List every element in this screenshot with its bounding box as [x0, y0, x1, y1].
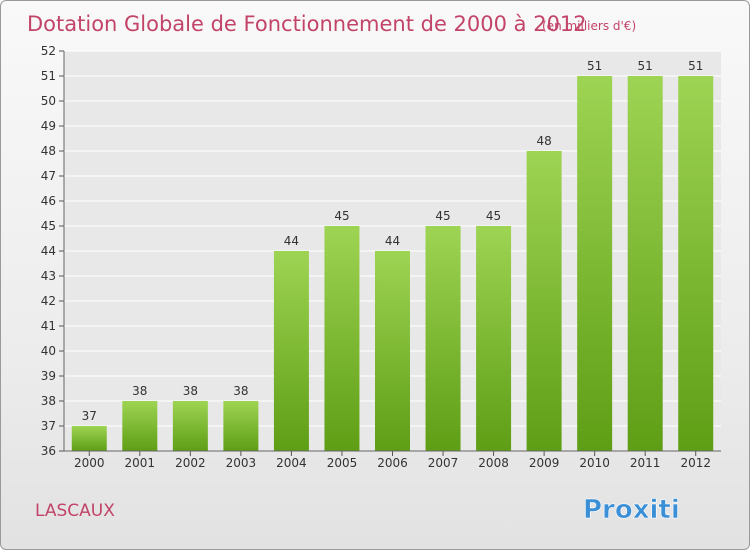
bar-2006: [375, 251, 410, 451]
bars: 37 38 38 38 44 45 44 45 45 48 51 51 51: [71, 59, 714, 451]
x-tick-label-2012: 2012: [680, 456, 711, 470]
y-tick-label: 49: [41, 119, 56, 133]
y-tick-label: 40: [41, 344, 56, 358]
y-tick-label: 48: [41, 144, 56, 158]
x-axis: 2000 2001 2002 2003 2004 2005 2006 2007 2008 2009…: [64, 450, 721, 470]
value-label-2011: 51: [638, 59, 653, 73]
logo-text: Proxiti: [583, 495, 680, 525]
x-tick-label-2000: 2000: [74, 456, 105, 470]
y-tick-label: 38: [41, 394, 56, 408]
value-label-2010: 51: [587, 59, 602, 73]
x-tick-label-2006: 2006: [377, 456, 408, 470]
x-tick-label-2003: 2003: [226, 456, 257, 470]
x-tick-label-2011: 2011: [630, 456, 661, 470]
value-label-2008: 45: [486, 209, 501, 223]
value-label-2006: 44: [385, 234, 400, 248]
unit-note: (en milliers d'€): [542, 19, 636, 33]
value-label-2001: 38: [132, 384, 147, 398]
bar-2009: [526, 151, 562, 451]
y-axis: 36 37 38 39 40 41 42 43 44 45 46 47 48 49 50 51 52: [41, 44, 65, 458]
y-tick-label: 46: [41, 194, 56, 208]
bar-2005: [324, 226, 360, 451]
bar-2001: [122, 401, 158, 451]
x-tick-label-2002: 2002: [175, 456, 206, 470]
y-tick-label: 45: [41, 219, 56, 233]
bar-2011: [627, 76, 663, 451]
x-tick-label-2009: 2009: [529, 456, 560, 470]
y-tick-label: 50: [41, 94, 56, 108]
y-tick-label: 36: [41, 444, 56, 458]
x-tick-label-2007: 2007: [428, 456, 459, 470]
bar-2000: [71, 426, 107, 451]
y-tick-label: 42: [41, 294, 56, 308]
y-tick-label: 44: [41, 244, 56, 258]
value-label-2012: 51: [688, 59, 703, 73]
x-tick-label-2010: 2010: [579, 456, 610, 470]
x-tick-label-2008: 2008: [478, 456, 509, 470]
y-tick-label: 41: [41, 319, 56, 333]
bar-2003: [223, 401, 259, 451]
x-tick-label-2004: 2004: [276, 456, 307, 470]
bar-2004: [273, 251, 309, 451]
value-label-2009: 48: [536, 134, 551, 148]
proxiti-logo[interactable]: Proxiti: [583, 495, 680, 526]
value-label-2007: 45: [435, 209, 450, 223]
bar-2012: [678, 76, 714, 451]
y-tick-label: 39: [41, 369, 56, 383]
bar-2008: [476, 226, 512, 451]
y-tick-label: 52: [41, 44, 56, 58]
value-label-2000: 37: [82, 409, 97, 423]
y-tick-label: 47: [41, 169, 56, 183]
y-tick-label: 43: [41, 269, 56, 283]
value-label-2005: 45: [334, 209, 349, 223]
bar-2007: [425, 226, 461, 451]
x-tick-label-2005: 2005: [327, 456, 358, 470]
value-label-2002: 38: [183, 384, 198, 398]
x-tick-label-2001: 2001: [125, 456, 156, 470]
commune-name: LASCAUX: [35, 501, 115, 521]
value-label-2004: 44: [284, 234, 299, 248]
bar-2010: [577, 76, 613, 451]
y-tick-label: 37: [41, 419, 56, 433]
bar-2002: [172, 401, 208, 451]
y-tick-label: 51: [41, 69, 56, 83]
chart-title: Dotation Globale de Fonctionnement de 20…: [27, 12, 587, 36]
value-label-2003: 38: [233, 384, 248, 398]
